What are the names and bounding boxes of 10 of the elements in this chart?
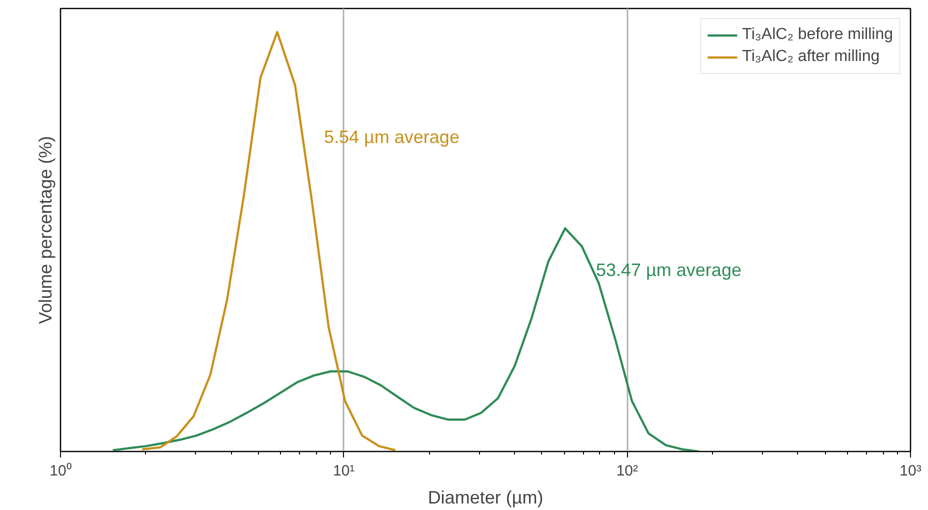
x-axis-title: Diameter (µm) <box>428 488 544 508</box>
x-tick-label: 10³ <box>900 462 922 480</box>
annotation: 5.54 µm average <box>324 126 460 147</box>
x-tick-label: 10¹ <box>332 462 355 480</box>
legend-label: Ti₃AlC₂ before milling <box>742 26 893 44</box>
x-tick-label: 10⁰ <box>50 462 72 480</box>
y-axis-title: Volume percentage (%) <box>36 136 56 324</box>
x-tick-label: 10² <box>616 462 638 480</box>
legend-label: Ti₃AlC₂ after milling <box>742 48 880 66</box>
annotation: 53.47 µm average <box>596 260 742 280</box>
